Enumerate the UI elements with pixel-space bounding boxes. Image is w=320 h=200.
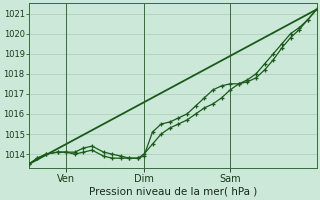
X-axis label: Pression niveau de la mer( hPa ): Pression niveau de la mer( hPa ) xyxy=(89,187,257,197)
